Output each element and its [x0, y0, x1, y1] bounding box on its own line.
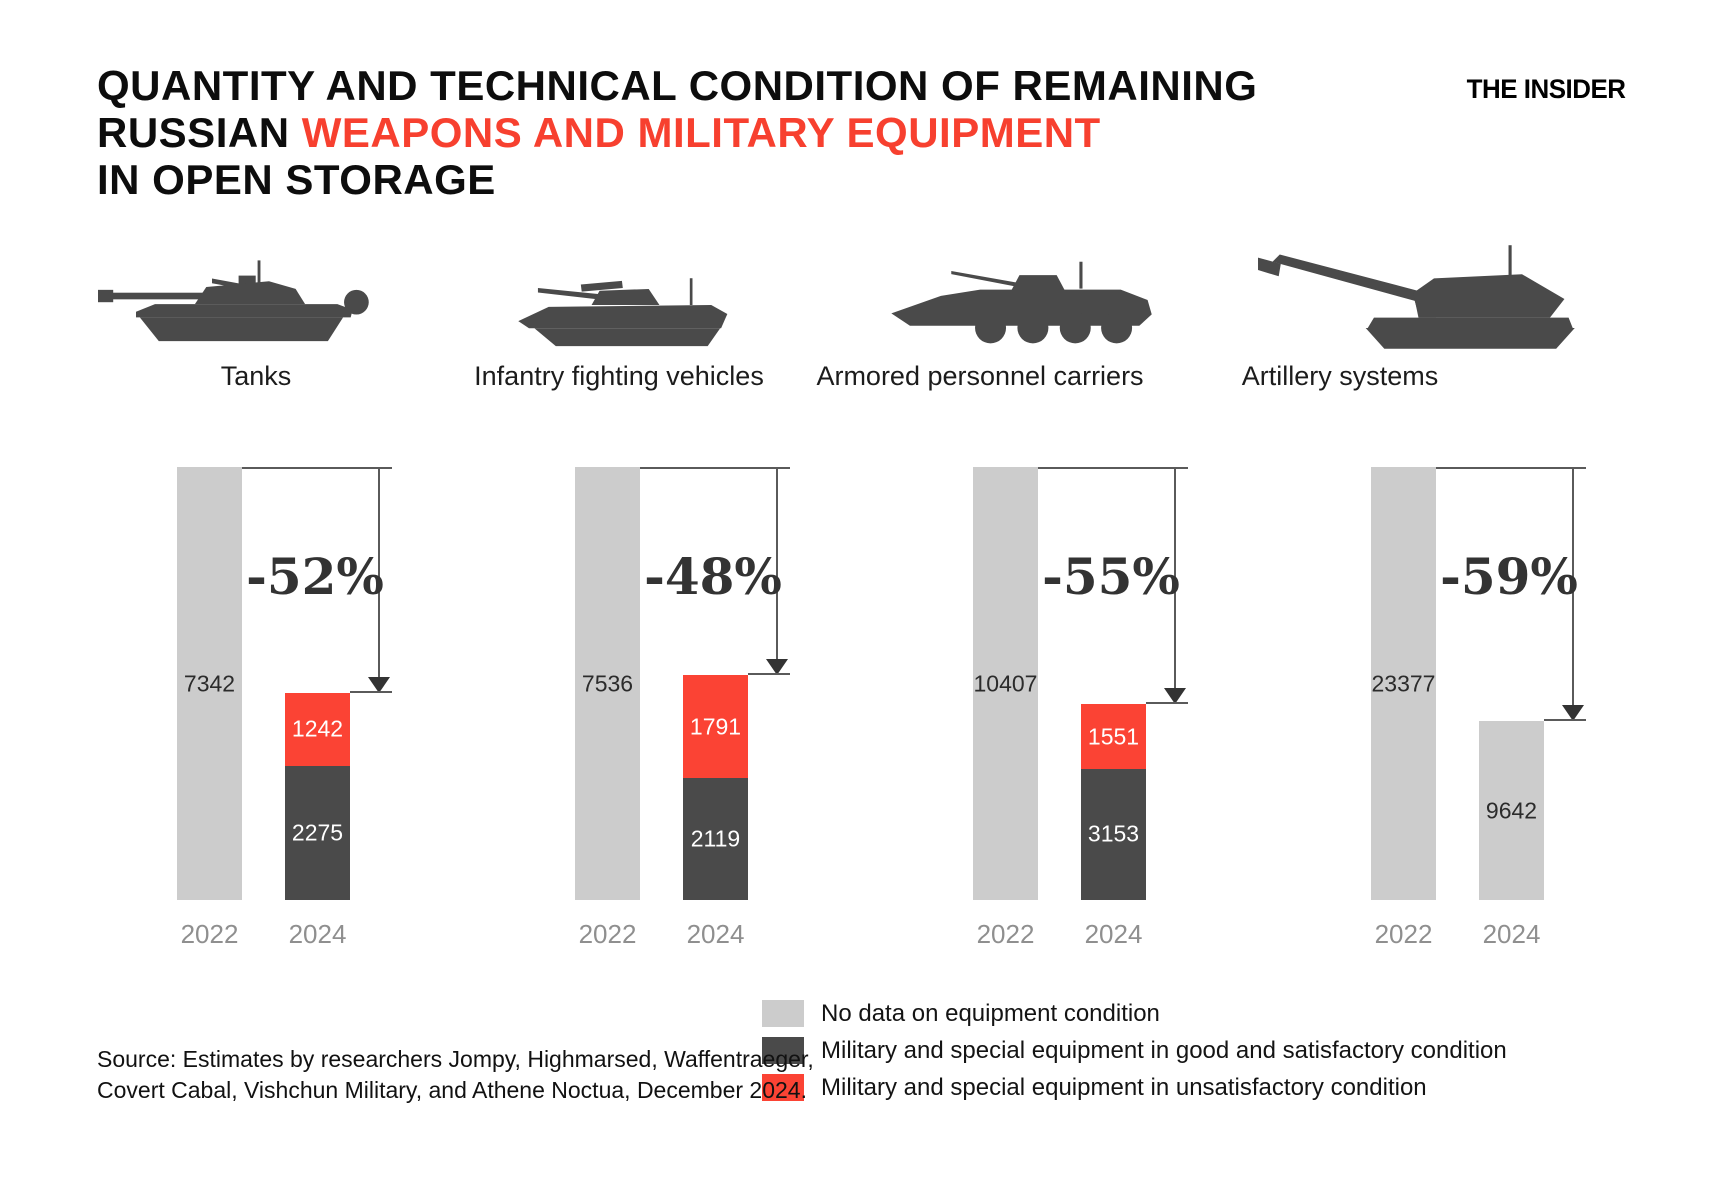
- page-title: QUANTITY AND TECHNICAL CONDITION OF REMA…: [97, 62, 1257, 203]
- year-label-2022: 2022: [180, 919, 239, 949]
- bar-2024: 1242 2275: [285, 692, 350, 900]
- year-label-2024: 2024: [1482, 919, 1541, 949]
- category-label: Artillery systems: [1241, 361, 1439, 391]
- vehicle-icon-box: [458, 240, 818, 353]
- arrow-head-icon: [1562, 705, 1584, 722]
- bar-2024: 1551 3153: [1081, 704, 1146, 900]
- bar-2022-value: 7342: [183, 670, 236, 696]
- percent-change-label: -55%: [1042, 547, 1180, 606]
- tank-icon: [97, 259, 369, 341]
- bar-2024-segment-unsat: 1551: [1081, 704, 1146, 769]
- arrow-top-line: [640, 467, 790, 469]
- ifv-icon: [518, 277, 728, 346]
- legend-row: Military and special equipment in unsati…: [762, 1074, 1507, 1101]
- bar-2022: 23377: [1371, 467, 1436, 900]
- source-note: Source: Estimates by researchers Jompy, …: [97, 1044, 814, 1106]
- bar-2024-segment-unsat: 1791: [683, 675, 748, 779]
- category-label: Tanks: [220, 361, 292, 391]
- arrow-bottom-line: [1544, 719, 1586, 722]
- legend-label: Military and special equipment in unsati…: [821, 1073, 1427, 1101]
- source-line-1: Source: Estimates by researchers Jompy, …: [97, 1046, 814, 1072]
- chart-group: Armored personnel carriers 10407 1551 315…: [816, 240, 1284, 960]
- category-label: Infantry fighting vehicles: [474, 361, 764, 391]
- legend-label: Military and special equipment in good a…: [821, 1036, 1507, 1064]
- arrow-vertical-line: [1572, 467, 1574, 706]
- arrow-top-line: [242, 467, 392, 469]
- arrow-head-icon: [1164, 688, 1186, 705]
- bar-2022: 10407: [973, 467, 1038, 900]
- legend-swatch-nodata: [762, 1000, 804, 1027]
- year-label-2022: 2022: [976, 919, 1035, 949]
- chart-plot: 7342 1242 2275 -52% 2022 2024: [90, 467, 488, 949]
- chart-plot: 10407 1551 3153 -55% 2022 2024: [886, 467, 1284, 949]
- bar-2022-value: 23377: [1371, 670, 1436, 696]
- percent-change-label: -48%: [644, 547, 782, 606]
- arrow-bottom-line: [748, 673, 790, 676]
- arrow-top-line: [1436, 467, 1586, 469]
- segment-value: 1242: [291, 715, 344, 742]
- bar-2022-value: 7536: [581, 670, 634, 696]
- bar-2024: 9642: [1479, 721, 1544, 900]
- legend-swatch-unsat: [762, 1074, 804, 1101]
- brand-logo: THE INSIDER: [1467, 74, 1626, 104]
- artillery-icon: [1258, 245, 1575, 349]
- arrow-vertical-line: [776, 467, 778, 660]
- title-line-1: QUANTITY AND TECHNICAL CONDITION OF REMA…: [97, 62, 1258, 109]
- legend-row: Military and special equipment in good a…: [762, 1037, 1507, 1064]
- legend-row: No data on equipment condition: [762, 1000, 1507, 1027]
- bar-2024-segment-good: 3153: [1081, 768, 1146, 900]
- bar-2022: 7536: [575, 467, 640, 900]
- segment-value: 9642: [1485, 797, 1538, 824]
- chart-plot: 7536 1791 2119 -48% 2022 2024: [488, 467, 886, 949]
- arrow-top-line: [1038, 467, 1188, 469]
- apc-icon: [891, 262, 1152, 344]
- year-label-2024: 2024: [686, 919, 745, 949]
- vehicle-icon-box: [1254, 240, 1614, 353]
- year-label-2024: 2024: [288, 919, 347, 949]
- bar-2022-value: 10407: [973, 670, 1038, 696]
- arrow-vertical-line: [1174, 467, 1176, 689]
- legend-label: No data on equipment condition: [821, 999, 1160, 1027]
- segment-value: 3153: [1087, 820, 1140, 847]
- bar-2024-segment-nodata: 9642: [1479, 721, 1544, 900]
- title-line-2-highlight: WEAPONS AND MILITARY EQUIPMENT: [301, 109, 1101, 156]
- legend: No data on equipment condition Military …: [762, 1000, 1507, 1111]
- bar-2024-segment-good: 2275: [285, 765, 350, 900]
- arrow-head-icon: [368, 676, 390, 693]
- legend-swatch-good: [762, 1037, 804, 1064]
- arrow-bottom-line: [350, 690, 392, 693]
- arrow-head-icon: [766, 659, 788, 676]
- bar-2024-segment-good: 2119: [683, 778, 748, 900]
- chart-group: Tanks 7342 1242 2275 -52% 2022 2024: [90, 240, 488, 960]
- source-line-2: Covert Cabal, Vishchun Military, and Ath…: [97, 1077, 807, 1103]
- year-label-2024: 2024: [1084, 919, 1143, 949]
- bar-2024: 1791 2119: [683, 675, 748, 900]
- bar-2022: 7342: [177, 467, 242, 900]
- year-label-2022: 2022: [1374, 919, 1433, 949]
- title-line-3: IN OPEN STORAGE: [97, 156, 496, 203]
- segment-value: 1551: [1087, 723, 1140, 750]
- segment-value: 2275: [291, 819, 344, 846]
- vehicle-icon-box: [856, 240, 1216, 353]
- category-label: Armored personnel carriers: [816, 361, 1144, 391]
- percent-change-label: -52%: [246, 547, 384, 606]
- title-line-2-prefix: RUSSIAN: [97, 109, 290, 156]
- chart-plot: 23377 9642 -59% 2022 2024: [1284, 467, 1682, 949]
- charts-area: Tanks 7342 1242 2275 -52% 2022 2024 Infan…: [0, 240, 1732, 960]
- chart-group: Artillery systems 23377 9642 -59% 2022 2…: [1242, 240, 1682, 960]
- bar-2024-segment-unsat: 1242: [285, 692, 350, 766]
- vehicle-icon-box: [60, 240, 420, 353]
- year-label-2022: 2022: [578, 919, 637, 949]
- chart-group: Infantry fighting vehicles 7536 1791 2119…: [474, 240, 886, 960]
- segment-value: 2119: [690, 825, 741, 852]
- segment-value: 1791: [689, 713, 742, 740]
- percent-change-label: -59%: [1440, 547, 1578, 606]
- arrow-vertical-line: [378, 467, 380, 677]
- arrow-bottom-line: [1146, 702, 1188, 705]
